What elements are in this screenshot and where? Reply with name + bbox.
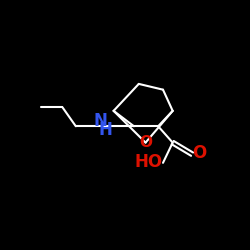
Text: O: O	[139, 135, 152, 150]
Text: H: H	[98, 121, 112, 139]
Text: O: O	[192, 144, 206, 162]
Text: N: N	[93, 112, 107, 130]
Text: HO: HO	[135, 153, 163, 171]
